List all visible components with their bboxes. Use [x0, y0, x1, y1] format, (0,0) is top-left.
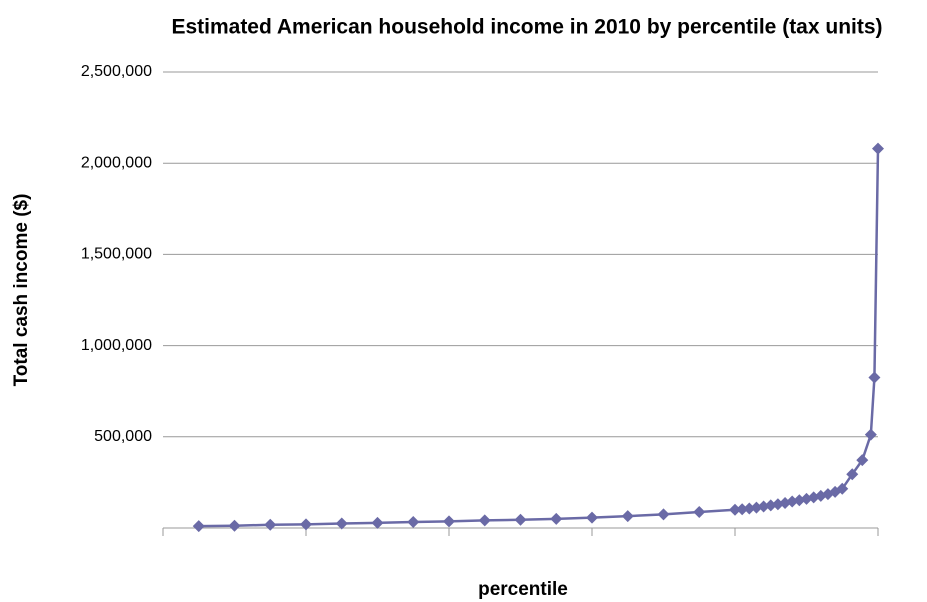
data-point	[864, 428, 877, 441]
data-point	[443, 515, 455, 528]
y-tick-label: 500,000	[94, 428, 152, 445]
data-point	[264, 518, 277, 531]
data-point	[192, 520, 205, 533]
data-point	[407, 515, 420, 528]
x-axis-label: percentile	[478, 579, 568, 600]
data-point	[514, 513, 527, 526]
chart-title: Estimated American household income in 2…	[171, 16, 882, 39]
data-point	[743, 502, 756, 515]
data-point	[764, 499, 777, 512]
data-point	[586, 511, 598, 524]
data-point	[872, 142, 884, 155]
data-point	[846, 468, 859, 481]
data-point	[657, 508, 670, 521]
data-point	[371, 516, 384, 529]
data-point	[856, 454, 869, 467]
data-line	[198, 148, 880, 528]
data-point	[750, 501, 763, 514]
data-point	[228, 519, 241, 532]
data-point	[300, 518, 312, 531]
data-point	[868, 371, 881, 384]
data-point	[836, 482, 849, 495]
data-point	[757, 500, 770, 513]
data-point	[729, 503, 741, 516]
data-point	[335, 517, 348, 530]
data-point	[550, 512, 563, 525]
y-tick-label: 1,500,000	[81, 246, 152, 263]
data-point	[621, 510, 634, 523]
data-point	[693, 505, 706, 518]
y-axis-label: Total cash income ($)	[11, 194, 32, 387]
data-point	[736, 503, 749, 516]
y-tick-label: 2,000,000	[81, 154, 152, 171]
data-point	[478, 514, 491, 527]
y-tick-label: 1,000,000	[81, 337, 152, 354]
y-tick-label: 2,500,000	[81, 63, 152, 80]
